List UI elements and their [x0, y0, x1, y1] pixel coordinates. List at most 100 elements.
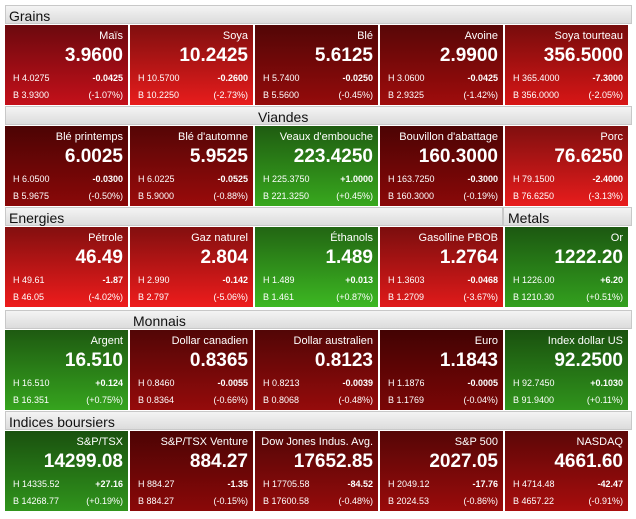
quote-tile: Argent 16.510 H 16.510 +0.124 B 16.351 (+0.75…	[5, 330, 128, 410]
quote-change: -17.76	[472, 479, 498, 489]
quote-high: H 4.0275	[13, 73, 50, 83]
quote-tile: Dollar australien 0.8123 H 0.8213 -0.0039 B …	[255, 330, 378, 410]
quote-price: 1.489	[325, 247, 373, 268]
quote-high: H 884.27	[138, 479, 175, 489]
quote-change: -0.0300	[92, 174, 123, 184]
quote-percent: (+0.45%)	[336, 191, 373, 201]
quote-percent: (+0.51%)	[586, 292, 623, 302]
quote-percent: (-3.13%)	[588, 191, 623, 201]
quote-change: +1.0000	[340, 174, 373, 184]
quote-price: 2027.05	[429, 451, 498, 472]
quote-name: Maïs	[99, 30, 123, 42]
quote-name: Éthanols	[330, 232, 373, 244]
quote-price: 5.6125	[314, 45, 373, 66]
quote-change: -0.0468	[467, 275, 498, 285]
quote-change: +0.1030	[590, 378, 623, 388]
quote-name: S&P/TSX	[76, 436, 123, 448]
quote-low: B 1210.30	[513, 292, 555, 302]
quote-change: -1.87	[102, 275, 123, 285]
section-title: Viandes	[258, 109, 309, 125]
quote-name: Blé printemps	[55, 131, 123, 143]
quote-high: H 4714.48	[513, 479, 555, 489]
quote-high: H 1226.00	[513, 275, 555, 285]
quote-change: -0.3000	[467, 174, 498, 184]
quote-price: 14299.08	[43, 451, 123, 472]
quote-tile: Dow Jones Indus. Avg. 17652.85 H 17705.58 -…	[255, 431, 378, 511]
quote-change: -0.0055	[217, 378, 248, 388]
quote-percent: (-0.04%)	[463, 395, 498, 405]
quote-price: 223.4250	[293, 146, 373, 167]
quote-tile: S&P/TSX Venture 884.27 H 884.27 -1.35 B 884.…	[130, 431, 253, 511]
quote-name: Gasolline PBOB	[418, 232, 498, 244]
quote-low: B 2.797	[138, 292, 170, 302]
quote-high: H 14335.52	[13, 479, 60, 489]
quote-percent: (-5.06%)	[213, 292, 248, 302]
quote-low: B 91.9400	[513, 395, 555, 405]
quote-low: B 1.461	[263, 292, 295, 302]
quote-low: B 5.5600	[263, 90, 300, 100]
quote-percent: (-0.45%)	[338, 90, 373, 100]
quote-tile: Pétrole 46.49 H 49.61 -1.87 B 46.05 (-4.02%)	[5, 227, 128, 307]
quote-low: B 5.9000	[138, 191, 175, 201]
quote-price: 10.2425	[179, 45, 248, 66]
quote-low: B 4657.22	[513, 496, 555, 506]
quote-price: 2.9900	[439, 45, 498, 66]
quote-high: H 0.8213	[263, 378, 300, 388]
quote-tile: Blé d'automne 5.9525 H 6.0225 -0.0525 B 5.90…	[130, 126, 253, 206]
quote-tile: Maïs 3.9600 H 4.0275 -0.0425 B 3.9300 (-1.07%…	[5, 25, 128, 105]
section-title: Monnais	[133, 313, 186, 329]
quote-price: 0.8123	[314, 350, 373, 371]
quote-name: Or	[610, 232, 623, 244]
quote-name: Blé d'automne	[178, 131, 248, 143]
quote-percent: (-3.67%)	[463, 292, 498, 302]
quote-percent: (-2.73%)	[213, 90, 248, 100]
quote-low: B 2024.53	[388, 496, 430, 506]
quote-name: Soya	[222, 30, 248, 42]
quote-low: B 221.3250	[263, 191, 310, 201]
quote-low: B 14268.77	[13, 496, 60, 506]
quote-change: -0.0525	[217, 174, 248, 184]
quote-price: 6.0025	[64, 146, 123, 167]
quote-tile: Veaux d'embouche 223.4250 H 225.3750 +1.000…	[255, 126, 378, 206]
quote-high: H 6.0500	[13, 174, 50, 184]
quote-tile: Porc 76.6250 H 79.1500 -2.4000 B 76.6250 (-3.…	[505, 126, 628, 206]
quote-name: Porc	[600, 131, 623, 143]
quote-high: H 3.0600	[388, 73, 425, 83]
quote-name: Soya tourteau	[554, 30, 624, 42]
quote-name: Euro	[474, 335, 498, 347]
quote-change: -84.52	[347, 479, 373, 489]
quote-percent: (-0.86%)	[463, 496, 498, 506]
section-title: Grains	[9, 8, 51, 24]
quote-tile: Blé 5.6125 H 5.7400 -0.0250 B 5.5600 (-0.45%)	[255, 25, 378, 105]
quote-price: 160.3000	[418, 146, 498, 167]
quote-price: 46.49	[75, 247, 123, 268]
quote-percent: (-2.05%)	[588, 90, 623, 100]
quote-high: H 365.4000	[513, 73, 560, 83]
quote-tile: Blé printemps 6.0025 H 6.0500 -0.0300 B 5.96…	[5, 126, 128, 206]
quote-high: H 1.3603	[388, 275, 425, 285]
quote-price: 0.8365	[189, 350, 248, 371]
quote-high: H 163.7250	[388, 174, 435, 184]
section-header: Monnais	[5, 310, 632, 329]
quote-change: -7.3000	[592, 73, 623, 83]
quote-high: H 5.7400	[263, 73, 300, 83]
quote-low: B 884.27	[138, 496, 175, 506]
quote-name: Dollar australien	[293, 335, 373, 347]
quote-name: Bouvillon d'abattage	[399, 131, 498, 143]
section-title: Metals	[508, 210, 550, 226]
section-title: Energies	[9, 210, 65, 226]
quote-percent: (+0.11%)	[586, 395, 623, 405]
quote-change: -2.4000	[592, 174, 623, 184]
quote-tile: Soya 10.2425 H 10.5700 -0.2600 B 10.2250 (-2.…	[130, 25, 253, 105]
quote-tile: NASDAQ 4661.60 H 4714.48 -42.47 B 4657.22 (-0…	[505, 431, 628, 511]
quote-percent: (-0.48%)	[338, 395, 373, 405]
quote-percent: (+0.75%)	[86, 395, 123, 405]
quote-percent: (-1.42%)	[463, 90, 498, 100]
quote-high: H 1.1876	[388, 378, 425, 388]
quote-change: +0.124	[95, 378, 123, 388]
quote-tile: Soya tourteau 356.5000 H 365.4000 -7.3000 B …	[505, 25, 628, 105]
quote-high: H 92.7450	[513, 378, 555, 388]
quote-tile: S&P/TSX 14299.08 H 14335.52 +27.16 B 14268.7…	[5, 431, 128, 511]
quote-price: 4661.60	[554, 451, 623, 472]
quote-high: H 79.1500	[513, 174, 555, 184]
